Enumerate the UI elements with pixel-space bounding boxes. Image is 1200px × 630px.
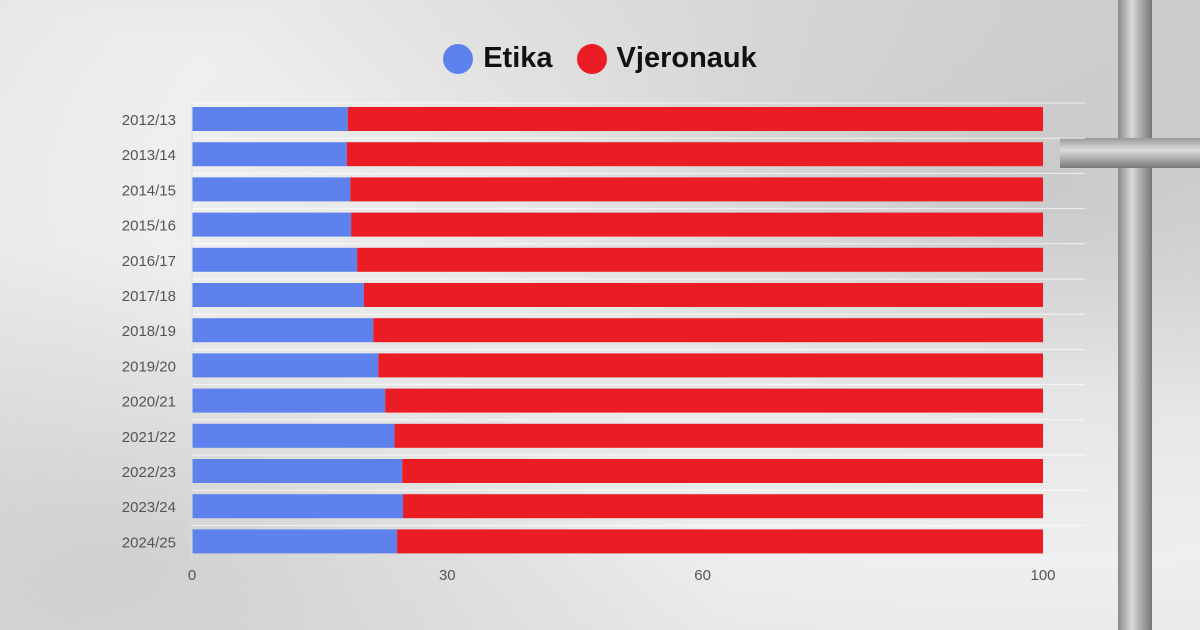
bar-etika xyxy=(192,388,386,413)
bar-vjeronauk xyxy=(385,388,1043,413)
legend-item-vjeronauk: Vjeronauk xyxy=(576,42,757,75)
bar-etika xyxy=(192,529,398,554)
bar-etika xyxy=(192,423,395,448)
y-tick-label: 2015/16 xyxy=(122,218,176,235)
y-tick-label: 2019/20 xyxy=(122,358,176,375)
bar-vjeronauk xyxy=(378,353,1043,378)
x-tick-label: 100 xyxy=(1030,567,1055,584)
legend-label: Etika xyxy=(483,42,553,74)
bar-etika xyxy=(192,283,364,307)
x-tick-label: 60 xyxy=(694,567,711,584)
bar-vjeronauk xyxy=(363,283,1044,307)
y-tick-label: 2024/25 xyxy=(122,534,176,551)
x-tick-label: 30 xyxy=(439,567,456,584)
y-tick-label: 2018/19 xyxy=(122,323,176,340)
bar-etika xyxy=(192,212,352,237)
legend-swatch-etika xyxy=(443,43,474,74)
bar-vjeronauk xyxy=(350,177,1043,202)
bar-vjeronauk xyxy=(403,494,1044,519)
legend-swatch-vjeronauk xyxy=(576,43,607,74)
legend-label: Vjeronauk xyxy=(616,42,757,74)
bar-vjeronauk xyxy=(347,107,1043,131)
bar-etika xyxy=(192,247,358,272)
y-tick-label: 2023/24 xyxy=(122,499,176,516)
y-tick-label: 2022/23 xyxy=(122,464,176,481)
bar-etika xyxy=(192,107,348,131)
bar-etika xyxy=(192,142,347,167)
bar-vjeronauk xyxy=(394,423,1044,448)
crucifix-image xyxy=(1118,0,1152,630)
legend: Etika Vjeronauk xyxy=(0,42,1200,75)
y-tick-label: 2016/17 xyxy=(122,253,176,270)
bar-vjeronauk xyxy=(351,212,1044,237)
bar-vjeronauk xyxy=(357,247,1043,272)
y-tick-label: 2020/21 xyxy=(122,394,176,411)
y-tick-label: 2021/22 xyxy=(122,429,176,446)
bar-vjeronauk xyxy=(346,142,1044,167)
crucifix-crossbar xyxy=(1060,138,1200,168)
x-tick-label: 0 xyxy=(188,567,196,584)
legend-item-etika: Etika xyxy=(443,42,553,75)
bar-etika xyxy=(192,318,374,343)
y-tick-label: 2017/18 xyxy=(122,288,176,305)
y-tick-label: 2014/15 xyxy=(122,182,176,199)
bar-etika xyxy=(192,459,403,483)
bar-vjeronauk xyxy=(402,459,1043,483)
y-tick-label: 2012/13 xyxy=(122,112,176,129)
bar-vjeronauk xyxy=(373,318,1043,343)
bar-etika xyxy=(192,177,351,202)
y-tick-label: 2013/14 xyxy=(122,147,176,164)
bar-etika xyxy=(192,494,404,519)
bar-etika xyxy=(192,353,379,378)
bar-vjeronauk xyxy=(397,529,1043,554)
